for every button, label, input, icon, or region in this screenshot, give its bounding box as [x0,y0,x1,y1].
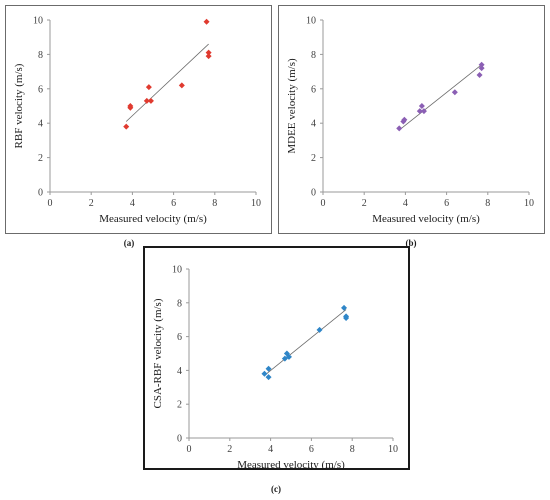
data-point [343,315,350,322]
x-tick-label: 0 [187,444,192,455]
y-tick-label: 8 [38,50,43,61]
data-point [285,353,292,360]
data-point [416,108,423,115]
data-point [420,108,427,115]
data-point [401,116,408,123]
x-tick-label: 8 [212,198,217,209]
x-tick-label: 10 [524,198,534,209]
x-tick-label: 10 [251,198,261,209]
y-tick-label: 4 [38,119,43,130]
chart-panel-rbf: 0 2 4 6 8 10 0 2 4 6 8 10 Measured velocity (m/s) RBF… [5,5,272,234]
y-tick-label: 0 [177,434,182,445]
x-tick-label: 0 [48,198,53,209]
y-axis-title: CSA-RBF velocity (m/s) [152,298,164,408]
x-tick-label: 6 [444,198,449,209]
x-axis-title: Measured velocity (m/s) [372,213,480,225]
data-point [478,65,485,72]
y-tick-label: 2 [38,153,43,164]
data-point [127,103,134,109]
data-point [203,18,210,25]
data-point [418,103,425,109]
data-point [265,365,272,372]
data-point [205,49,212,56]
chart-panel-mdee: 0 2 4 6 8 10 0 2 4 6 8 10 Measured velocity (m/s) MDE… [278,5,545,234]
y-tick-label: 10 [172,265,182,276]
x-tick-label: 6 [171,198,176,209]
y-tick-label: 10 [33,16,43,27]
data-point [261,370,268,377]
y-axis-title: RBF velocity (m/s) [13,63,25,148]
x-axis-title: Measured velocity (m/s) [237,459,345,468]
data-point [341,304,348,311]
trendline [264,309,347,376]
trendline [398,64,482,131]
y-tick-label: 6 [38,84,43,95]
scatter-plot-csa-rbf: 0 2 4 6 8 10 0 2 4 6 8 10 Measured velocity (m/s) CSA… [152,265,398,469]
x-tick-label: 4 [130,198,135,209]
data-point [205,53,212,60]
data-point [147,97,154,104]
data-point [145,84,152,91]
y-tick-label: 4 [311,119,316,130]
x-tick-label: 10 [388,444,398,455]
x-tick-label: 2 [362,198,367,209]
x-tick-label: 4 [268,444,273,455]
x-tick-label: 8 [350,444,355,455]
y-tick-label: 2 [177,400,182,411]
y-axis-title: MDEE velocity (m/s) [286,58,298,154]
data-point [316,326,323,333]
data-point [476,72,483,79]
data-point [143,97,150,104]
caption-a: (a) [123,238,135,248]
scatter-plot-rbf: 0 2 4 6 8 10 0 2 4 6 8 10 Measured velocity (m/s) RBF… [13,16,261,226]
y-tick-label: 6 [311,84,316,95]
x-axis-title: Measured velocity (m/s) [99,213,207,225]
y-tick-label: 6 [177,332,182,343]
x-tick-label: 2 [89,198,94,209]
scatter-plot-mdee: 0 2 4 6 8 10 0 2 4 6 8 10 Measured velocity (m/s) MDE… [286,16,534,226]
x-tick-label: 6 [309,444,314,455]
data-point [478,61,485,68]
x-tick-label: 4 [403,198,408,209]
data-point [123,123,130,130]
caption-b: (b) [405,238,417,248]
y-tick-label: 2 [311,153,316,164]
data-point [396,125,403,132]
y-tick-label: 10 [306,16,316,27]
trendline [125,43,209,122]
chart-panel-csa-rbf: 0 2 4 6 8 10 0 2 4 6 8 10 Measured velocity (m/s) CSA… [143,246,410,470]
y-tick-label: 8 [177,298,182,309]
data-point [178,82,185,89]
y-tick-label: 8 [311,50,316,61]
y-tick-label: 0 [38,188,43,199]
caption-c: (c) [271,484,281,494]
y-tick-label: 0 [311,188,316,199]
x-tick-label: 8 [485,198,490,209]
y-tick-label: 4 [177,366,182,377]
data-point [451,89,458,96]
x-tick-label: 0 [321,198,326,209]
data-point [265,374,272,381]
x-tick-label: 2 [227,444,232,455]
